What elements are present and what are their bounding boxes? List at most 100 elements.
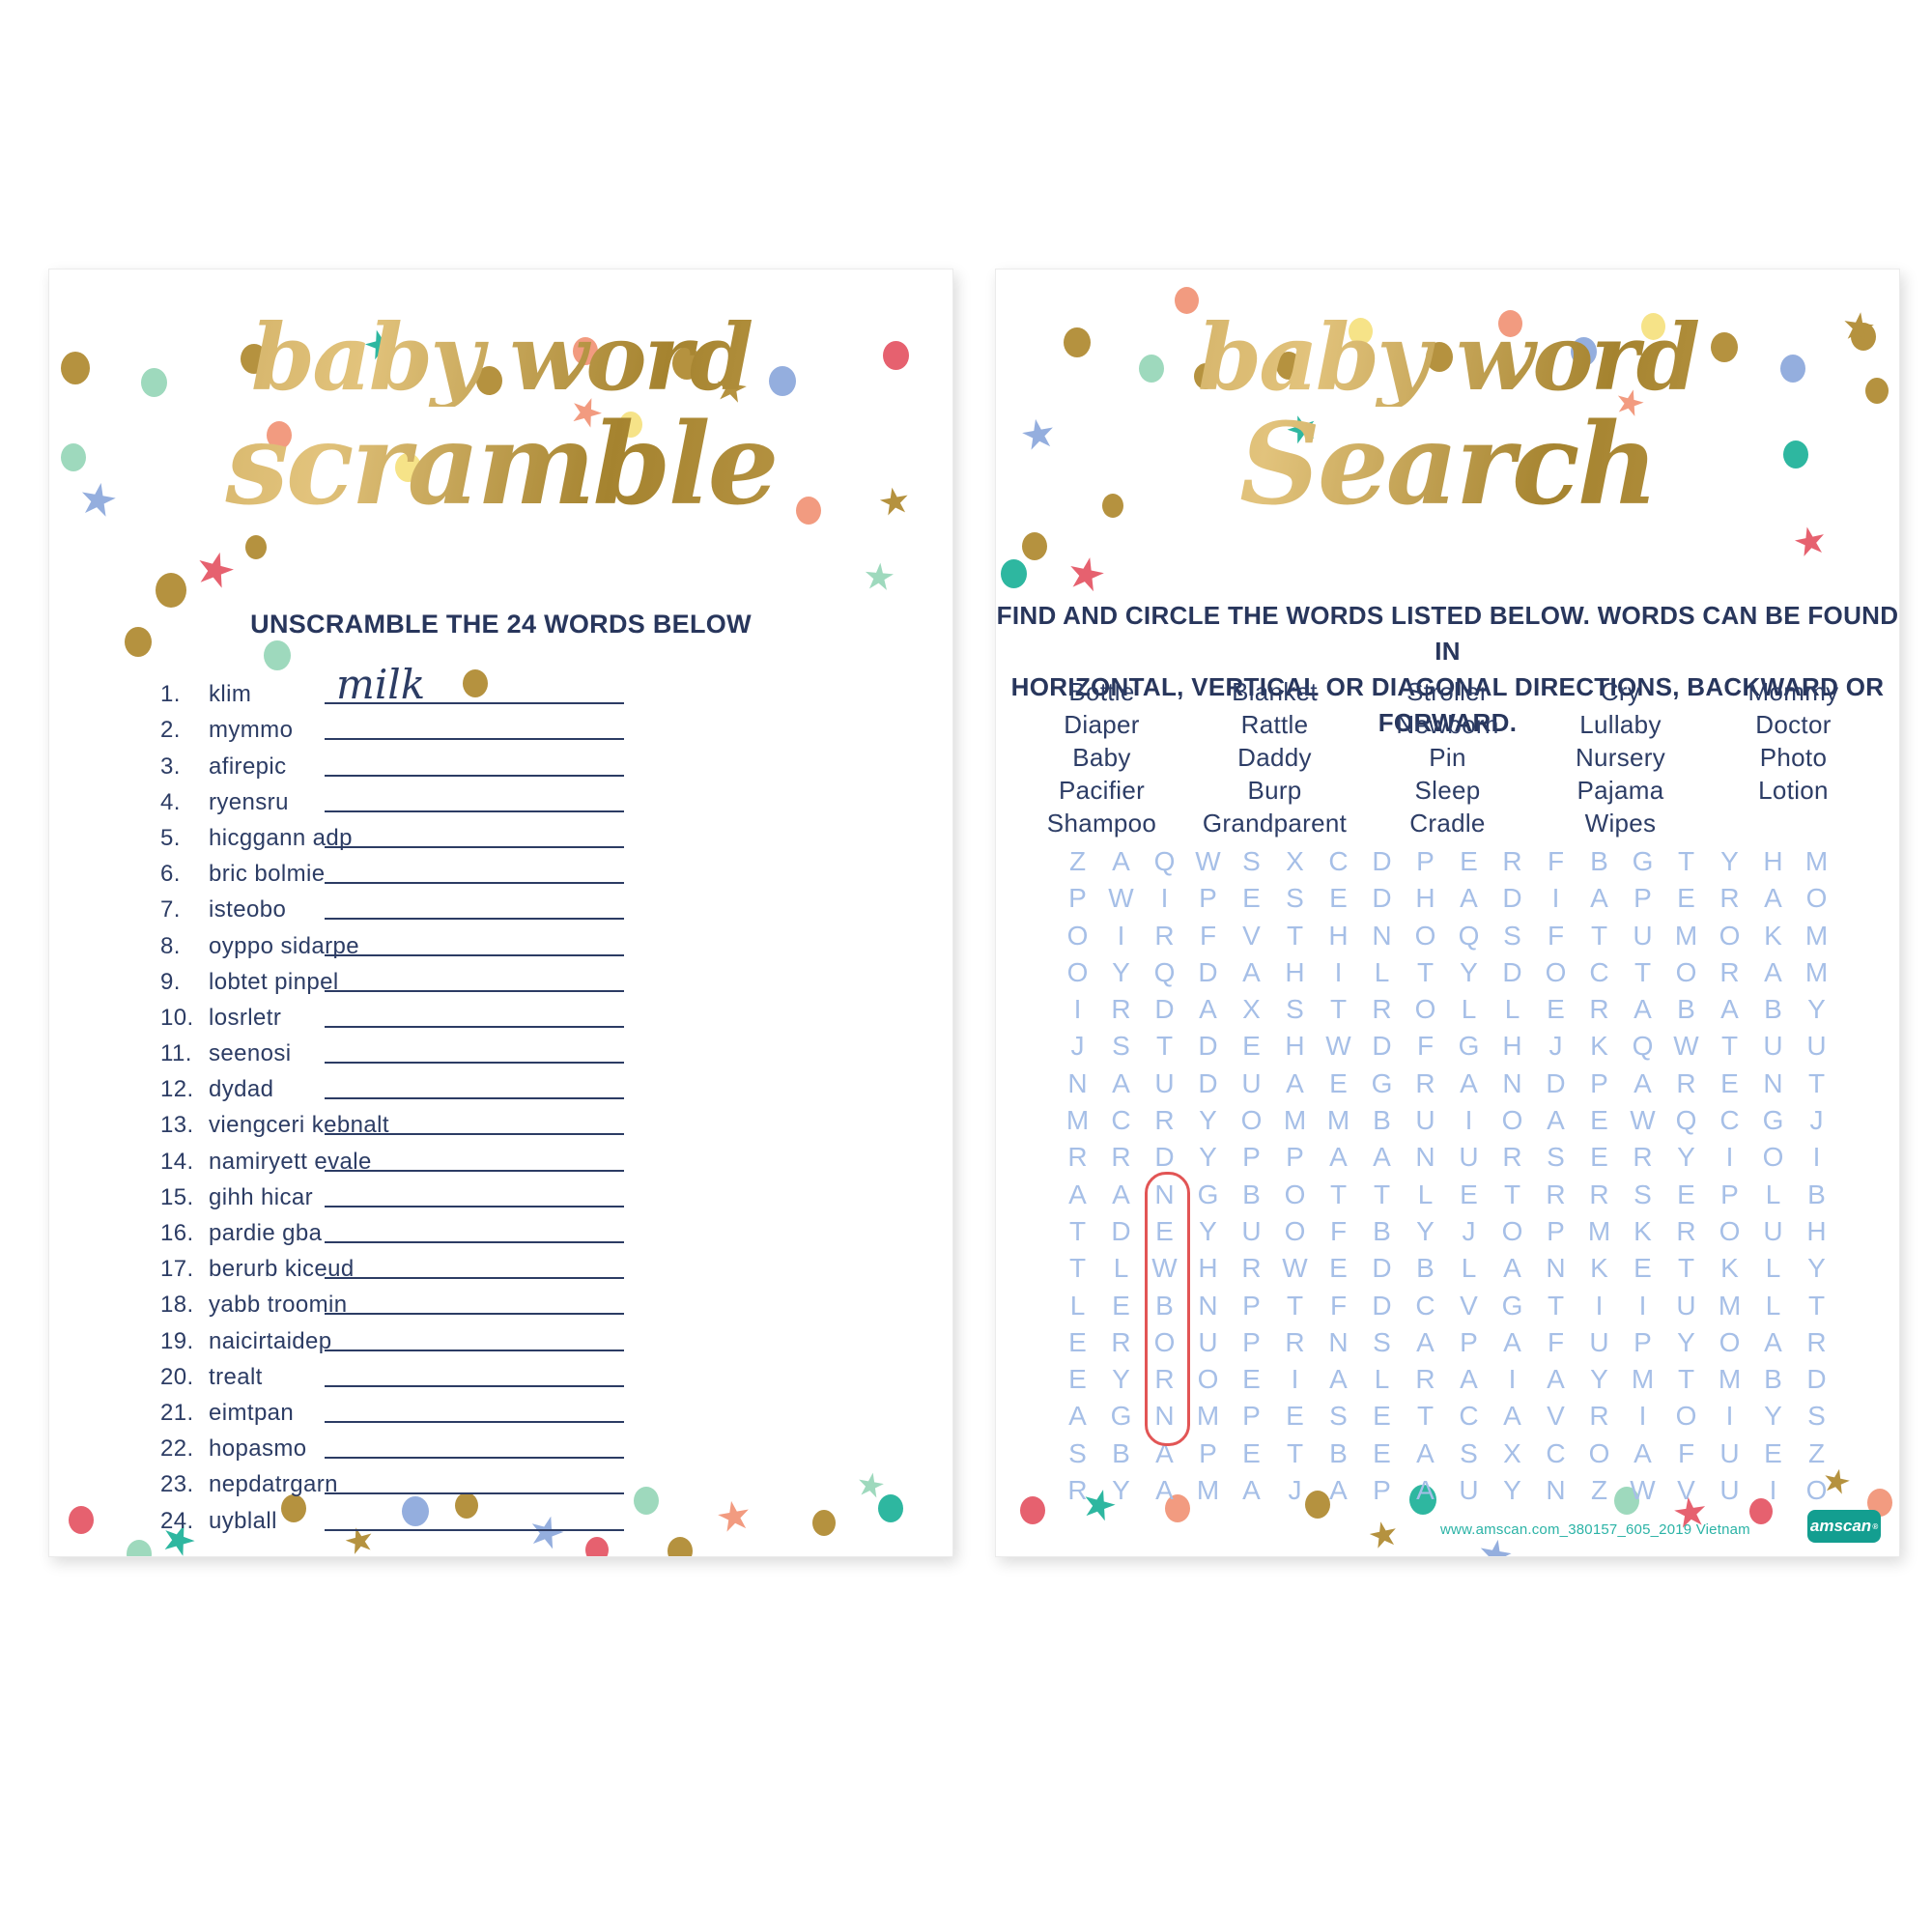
grid-letter: M <box>1718 1290 1742 1321</box>
grid-letter: L <box>1765 1179 1781 1209</box>
grid-letter: O <box>1805 1475 1828 1506</box>
grid-letter: R <box>1502 1142 1522 1173</box>
grid-letter: T <box>1634 956 1652 987</box>
grid-letter: A <box>1416 1326 1435 1357</box>
scramble-item-number: 13. <box>160 1112 194 1139</box>
scramble-item-number: 1. <box>160 681 181 708</box>
word-list-column: Mommy Doctor Photo Lotion <box>1707 675 1880 839</box>
confetti-dot <box>156 573 186 608</box>
grid-letter: A <box>1503 1401 1521 1432</box>
scramble-item-word: afirepic <box>209 753 287 780</box>
grid-letter: A <box>1634 994 1652 1025</box>
grid-letter: X <box>1503 1437 1521 1468</box>
answer-line <box>325 817 624 848</box>
scramble-card: ★★★★★★★★★★★★ baby word scramble UNSCRAMB… <box>48 269 953 1557</box>
grid-letter: E <box>1634 1253 1652 1284</box>
grid-letter: P <box>1242 1326 1261 1357</box>
scramble-item-number: 4. <box>160 788 181 815</box>
grid-letter: E <box>1373 1437 1391 1468</box>
search-word: Pacifier <box>1058 776 1146 805</box>
grid-letter: D <box>1502 956 1522 987</box>
grid-letter: T <box>1329 1179 1348 1209</box>
grid-letter: E <box>1677 1179 1695 1209</box>
grid-letter: O <box>1240 1105 1263 1136</box>
word-list-column: Bottle Diaper Baby Pacifier Shampoo <box>1015 675 1188 839</box>
grid-letter: A <box>1720 994 1739 1025</box>
answer-line <box>325 961 624 992</box>
grid-letter: E <box>1112 1290 1130 1321</box>
star-icon: ★ <box>1062 545 1112 603</box>
grid-letter: U <box>1154 1067 1175 1098</box>
grid-letter: N <box>1546 1475 1566 1506</box>
grid-letter: Y <box>1677 1326 1695 1357</box>
grid-letter: L <box>1504 994 1520 1025</box>
amscan-logo: amscan ® <box>1807 1510 1881 1543</box>
grid-letter: D <box>1198 1067 1218 1098</box>
grid-letter: O <box>1545 956 1567 987</box>
scramble-item-word: yabb troomin <box>209 1292 348 1319</box>
scramble-item-word: seenosi <box>209 1040 292 1067</box>
scramble-item-number: 6. <box>160 861 181 888</box>
scramble-item: 5. hicggann adp <box>160 821 759 857</box>
scramble-item-number: 10. <box>160 1004 194 1031</box>
scramble-item: 24. uyblall <box>160 1503 759 1539</box>
scramble-item: 4. ryensru <box>160 785 759 821</box>
grid-letter: E <box>1155 1215 1174 1246</box>
grid-letter: D <box>1372 1290 1392 1321</box>
grid-letter: T <box>1677 1364 1695 1395</box>
grid-letter: T <box>1373 1179 1391 1209</box>
search-instruction-line1: FIND AND CIRCLE THE WORDS LISTED BELOW. … <box>996 601 1899 666</box>
answer-line <box>325 997 624 1028</box>
search-word: Grandparent <box>1202 809 1348 838</box>
grid-letter: Q <box>1675 1105 1697 1136</box>
grid-letter: D <box>1806 1364 1827 1395</box>
grid-letter: A <box>1068 1179 1087 1209</box>
grid-letter: F <box>1547 846 1565 876</box>
grid-letter: A <box>1155 1475 1174 1506</box>
grid-letter: A <box>1112 846 1130 876</box>
grid-letter: T <box>1677 1253 1695 1284</box>
grid-letter: R <box>1719 956 1740 987</box>
grid-letter: P <box>1199 883 1217 914</box>
grid-letter: A <box>1503 1326 1521 1357</box>
scramble-item-word: ryensru <box>209 788 289 815</box>
grid-letter: D <box>1198 956 1218 987</box>
grid-letter: N <box>1502 1067 1522 1098</box>
grid-letter: P <box>1720 1179 1739 1209</box>
grid-letter: T <box>1286 1290 1304 1321</box>
grid-letter: R <box>1111 994 1131 1025</box>
grid-letter: U <box>1241 1067 1262 1098</box>
grid-letter: U <box>1241 1215 1262 1246</box>
grid-letter: D <box>1372 1253 1392 1284</box>
grid-letter: Y <box>1416 1215 1435 1246</box>
answer-line <box>325 1068 624 1100</box>
grid-letter: H <box>1502 1031 1522 1062</box>
grid-letter: B <box>1329 1437 1348 1468</box>
grid-letter: I <box>1291 1364 1299 1395</box>
answer-line <box>325 1104 624 1136</box>
grid-letter: M <box>1065 1105 1090 1136</box>
grid-letter: N <box>1372 920 1392 951</box>
scramble-title: baby word scramble <box>49 310 952 521</box>
confetti-dot <box>69 1506 94 1534</box>
scramble-item: 13. viengceri kebnalt <box>160 1108 759 1144</box>
grid-letter: P <box>1547 1215 1565 1246</box>
grid-letter: E <box>1460 846 1478 876</box>
grid-letter: Q <box>1458 920 1480 951</box>
answer-line <box>325 853 624 885</box>
grid-letter: R <box>1154 1105 1175 1136</box>
grid-letter: M <box>1804 846 1829 876</box>
grid-letter: D <box>1198 1031 1218 1062</box>
grid-letter: E <box>1677 883 1695 914</box>
scramble-item: 2. mymmo <box>160 713 759 749</box>
grid-letter: A <box>1460 1067 1478 1098</box>
grid-letter: G <box>1371 1067 1393 1098</box>
grid-letter: V <box>1460 1290 1478 1321</box>
grid-letter: Q <box>1153 956 1176 987</box>
grid-letter: E <box>1590 1142 1608 1173</box>
grid-letter: O <box>1719 920 1741 951</box>
grid-letter: W <box>1630 1105 1656 1136</box>
grid-letter: B <box>1764 1364 1782 1395</box>
